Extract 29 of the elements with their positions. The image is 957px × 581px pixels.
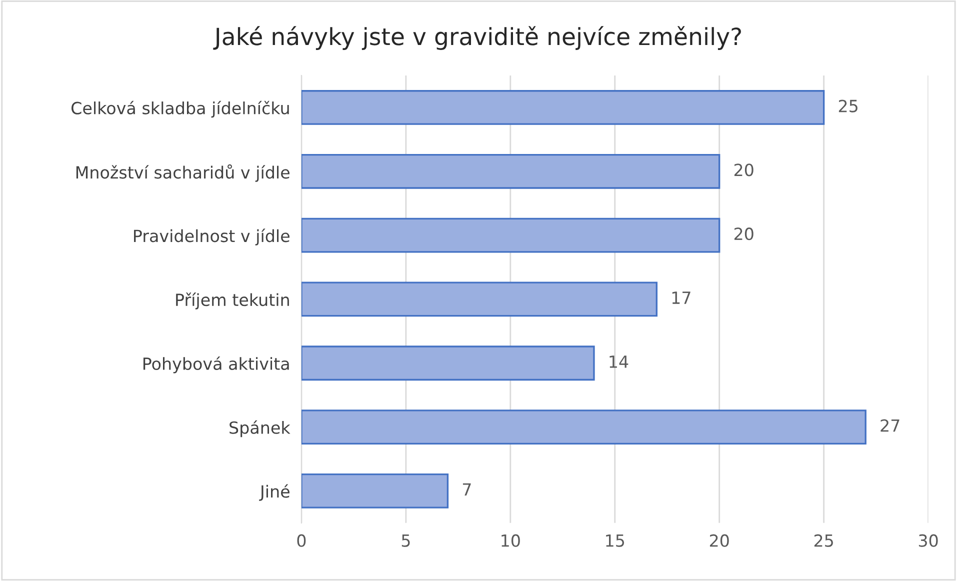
data-label: 25 [838, 100, 858, 112]
data-label: 7 [462, 483, 471, 496]
x-tick-label: 20 [710, 534, 729, 547]
x-tick-label: 5 [402, 534, 410, 547]
bar [301, 218, 720, 253]
x-tick-label: 30 [918, 534, 938, 547]
bar [301, 90, 825, 125]
y-tick-label: Množství sacharidů v jídle [76, 164, 290, 182]
x-tick-label: 15 [606, 534, 624, 547]
chart-title: Jaké návyky jste v graviditě nejvíce změnily? [213, 26, 741, 50]
data-label: 27 [880, 419, 900, 432]
data-label: 14 [610, 356, 628, 368]
x-tick-label: 25 [814, 534, 833, 547]
y-tick-label: Spánek [230, 420, 290, 438]
bar [301, 473, 449, 508]
data-label: 20 [734, 164, 754, 176]
bar [301, 346, 595, 381]
x-tick-label: 10 [502, 534, 520, 547]
bar [301, 282, 658, 317]
data-label: 20 [734, 228, 754, 240]
y-tick-label: Jiné [259, 484, 290, 501]
y-tick-label: Pohybová aktivita [143, 356, 289, 374]
y-tick-label: Pravidelnost v jídle [134, 228, 290, 246]
bar [301, 410, 866, 444]
data-label: 17 [672, 292, 690, 304]
bar [301, 154, 720, 189]
y-tick-label: Celková skladba jídelníčku [72, 100, 289, 118]
y-tick-label: Příjem tekutin [176, 292, 289, 310]
x-tick-label: 0 [297, 534, 306, 547]
